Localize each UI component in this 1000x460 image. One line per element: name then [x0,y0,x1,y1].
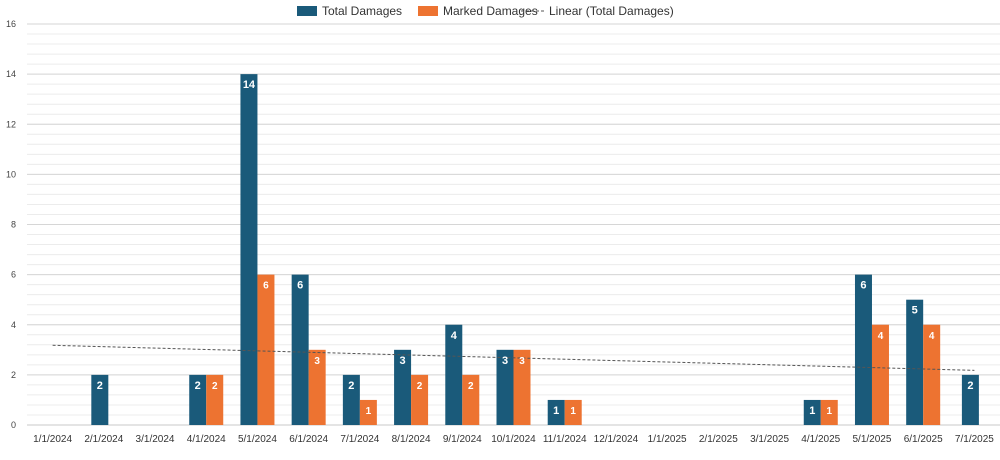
bar-marked-damages [206,374,224,425]
bars [91,74,979,425]
y-tick-label: 14 [6,69,16,79]
y-tick-label: 10 [6,169,16,179]
data-label-total-damages: 2 [348,380,354,392]
data-label-total-damages: 4 [451,330,458,342]
x-axis-ticks: 1/1/2024 2/1/2024 3/1/2024 4/1/2024 5/1/2024… [33,434,994,445]
bar-total-damages [240,74,258,425]
y-tick-label: 12 [6,119,16,129]
bar-marked-damages [257,274,275,425]
legend-marked-damages-swatch [418,6,438,16]
x-tick-label: 2/1/2024 [84,434,123,445]
gridlines [27,23,1000,426]
y-tick-label: 2 [11,370,16,380]
data-label-total-damages: 6 [297,280,303,292]
data-label-total-damages: 2 [967,380,973,392]
x-tick-label: 3/1/2024 [136,434,175,445]
x-tick-label: 3/1/2025 [750,434,789,445]
data-label-marked-damages: 6 [263,281,269,292]
bar-marked-damages [308,349,326,425]
data-label-total-damages: 3 [502,355,508,367]
bar-marked-damages [871,324,889,425]
x-tick-label: 8/1/2024 [392,434,431,445]
bar-marked-damages [462,374,480,425]
data-label-total-damages: 2 [195,380,201,392]
data-label-total-damages: 1 [553,405,559,417]
bar-total-damages [803,399,821,425]
x-tick-label: 2/1/2025 [699,434,738,445]
legend-total-damages-swatch [297,6,317,16]
data-label-marked-damages: 1 [570,406,576,417]
bar-total-damages [906,299,924,425]
data-label-total-damages: 2 [97,380,103,392]
data-label-marked-damages: 4 [929,331,935,342]
legend-trendline-label: Linear (Total Damages) [549,4,674,18]
data-label-marked-damages: 2 [468,381,474,392]
bar-total-damages [189,374,207,425]
x-tick-label: 9/1/2024 [443,434,482,445]
data-label-marked-damages: 2 [417,381,423,392]
x-tick-label: 7/1/2024 [340,434,379,445]
data-label-marked-damages: 4 [878,331,884,342]
x-tick-label: 5/1/2025 [853,434,892,445]
data-label-total-damages: 3 [400,355,406,367]
bar-marked-damages [923,324,941,425]
x-tick-label: 4/1/2025 [801,434,840,445]
y-axis-ticks: 0 2 4 6 8 10 12 14 16 [6,19,16,430]
bar-marked-damages [820,399,838,425]
bar-marked-damages [513,349,531,425]
legend-marked-damages-label: Marked Damages [443,4,538,18]
bar-total-damages [342,374,360,425]
bar-total-damages [961,374,979,425]
y-tick-label: 8 [11,220,16,230]
x-tick-label: 6/1/2025 [904,434,943,445]
y-tick-label: 16 [6,19,16,29]
y-tick-label: 4 [11,320,16,330]
data-label-marked-damages: 3 [314,356,320,367]
data-label-marked-damages: 3 [519,356,525,367]
bar-total-damages [854,274,872,425]
y-tick-label: 0 [11,420,16,430]
bar-marked-damages [359,399,377,425]
bar-total-damages [394,349,412,425]
bar-total-damages [547,399,565,425]
bar-total-damages [291,274,309,425]
x-tick-label: 12/1/2024 [594,434,639,445]
bar-total-damages [445,324,463,425]
data-label-marked-damages: 1 [366,406,372,417]
data-label-marked-damages: 2 [212,381,218,392]
data-label-total-damages: 14 [243,79,256,91]
bar-total-damages [91,374,109,425]
y-tick-label: 6 [11,270,16,280]
bar-marked-damages [411,374,429,425]
data-label-marked-damages: 1 [826,406,832,417]
trendline-layer [52,344,975,371]
legend: Total Damages Marked Damages Linear (Total… [297,4,674,18]
trendline [52,344,975,371]
x-tick-label: 4/1/2024 [187,434,226,445]
bar-total-damages [496,349,514,425]
x-tick-label: 7/1/2025 [955,434,994,445]
x-tick-label: 11/1/2024 [543,434,587,445]
x-tick-label: 1/1/2024 [33,434,72,445]
x-tick-label: 1/1/2025 [648,434,687,445]
data-label-total-damages: 6 [860,280,866,292]
x-tick-label: 10/1/2024 [491,434,536,445]
legend-total-damages-label: Total Damages [322,4,402,18]
data-label-total-damages: 1 [809,405,815,417]
data-label-total-damages: 5 [912,305,918,317]
x-tick-label: 6/1/2024 [289,434,328,445]
bar-marked-damages [564,399,582,425]
x-tick-label: 5/1/2024 [238,434,277,445]
